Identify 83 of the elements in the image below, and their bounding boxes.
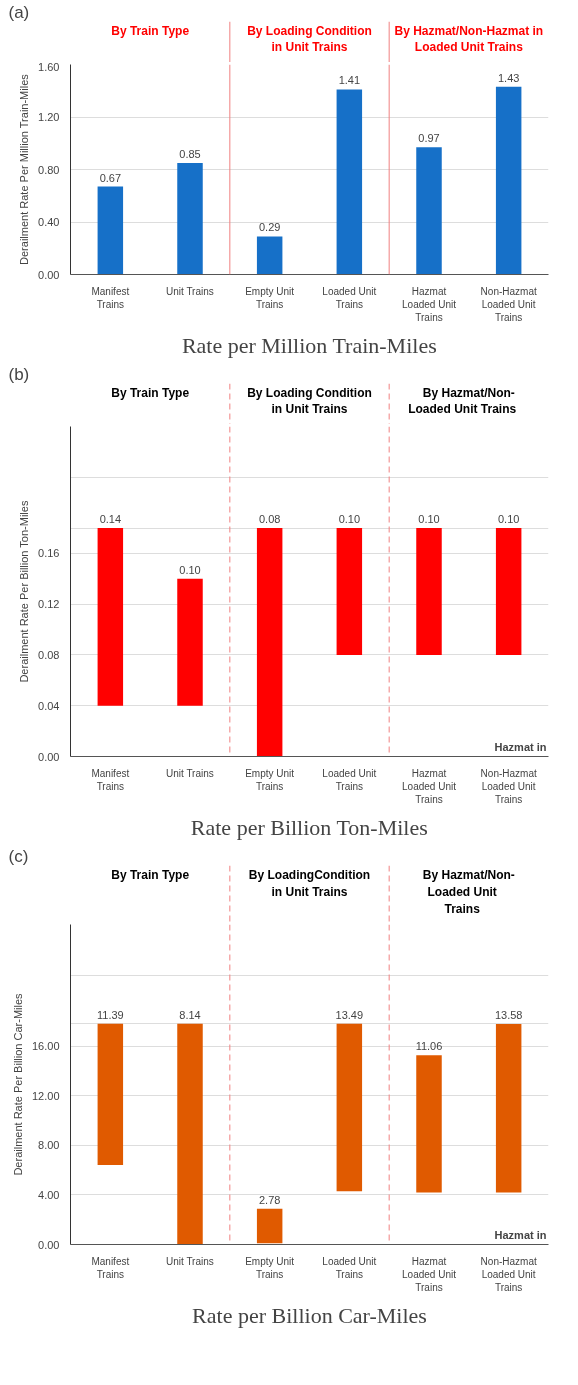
chart-subtitle: (a)	[8, 2, 30, 22]
data-label: 0.10	[338, 513, 361, 526]
y-tick-label: 0.80	[38, 163, 60, 176]
data-label: 0.29	[258, 221, 281, 234]
y-tick-label: 0.04	[38, 699, 60, 712]
y-axis-title: Derailment Rate Per Million Train-Miles	[18, 73, 31, 265]
data-label: 0.67	[99, 171, 122, 184]
x-tick-label: Unit Trains	[166, 285, 214, 297]
bar	[177, 162, 203, 275]
annotation: Hazmat in	[494, 740, 547, 753]
bar	[256, 1208, 283, 1244]
bar	[97, 186, 124, 275]
data-label: 13.58	[494, 1008, 523, 1021]
data-label: 13.49	[335, 1008, 364, 1021]
y-tick-label: 16.00	[31, 1040, 60, 1053]
data-label: 0.10	[179, 563, 201, 576]
text: By Loading Condition in Unit Trains	[247, 385, 372, 417]
y-axis-title: Derailment Rate Per Billion Ton-Miles	[18, 500, 31, 683]
x-tick-label: Unit Trains	[166, 767, 214, 779]
bar	[416, 1055, 442, 1193]
text: By Hazmat/Non- Loaded Unit Trains	[408, 385, 517, 417]
data-label: 0.14	[99, 513, 122, 526]
data-label: 1.41	[338, 74, 361, 87]
bar	[177, 1023, 203, 1245]
x-tick-label: Manifest Trains	[91, 285, 130, 310]
x-tick-label: Unit Trains	[166, 1255, 214, 1267]
x-tick-label: Loaded Unit Trains	[322, 1255, 377, 1280]
data-label: 0.97	[418, 132, 440, 145]
y-tick-label: 1.60	[38, 60, 60, 73]
y-tick-label: 0.00	[38, 1238, 60, 1251]
x-tick-label: Empty Unit Trains	[245, 1255, 295, 1280]
x-tick-label: Non-Hazmat Loaded Unit Trains	[480, 285, 537, 323]
text: By LoadingCondition in Unit Trains	[248, 868, 371, 900]
x-tick-label: Empty Unit Trains	[245, 285, 295, 310]
x-tick-label: Hazmat Loaded Unit Trains	[402, 767, 457, 805]
x-tick-label: Empty Unit Trains	[245, 767, 295, 792]
data-label: 0.10	[418, 513, 440, 526]
text: By Hazmat/Non- Loaded Unit Trains	[422, 868, 515, 916]
text: By Train Type	[111, 23, 190, 38]
text: Rate per Billion Car-Miles	[192, 1302, 427, 1328]
data-label: 0.85	[179, 147, 201, 160]
y-axis-title: Derailment Rate Per Billion Car-Miles	[11, 992, 24, 1176]
bar	[256, 236, 283, 275]
x-tick-label: Hazmat Loaded Unit Trains	[402, 285, 457, 323]
y-tick-label: 12.00	[31, 1089, 60, 1102]
data-label: 11.06	[415, 1040, 443, 1053]
text: By Hazmat/Non-Hazmat in Loaded Unit Trains	[394, 23, 544, 55]
y-tick-label: 0.40	[38, 216, 60, 228]
x-tick-label: Hazmat Loaded Unit Trains	[402, 1255, 457, 1293]
y-tick-label: 0.00	[38, 268, 60, 281]
text: By Train Type	[111, 385, 190, 400]
x-tick-label: Non-Hazmat Loaded Unit Trains	[480, 1255, 537, 1293]
bar	[97, 1023, 124, 1166]
data-label: 1.43	[497, 71, 520, 84]
y-tick-label: 1.20	[38, 111, 60, 123]
x-tick-label: Manifest Trains	[91, 767, 130, 792]
bar	[336, 89, 363, 275]
bar	[336, 1023, 363, 1192]
x-tick-label: Loaded Unit Trains	[322, 285, 377, 310]
chart-subtitle: (b)	[8, 364, 30, 384]
annotation: 0.08	[258, 513, 281, 526]
bar	[495, 86, 522, 275]
annotation: 8.14	[179, 1008, 201, 1021]
data-label: 11.39	[96, 1008, 124, 1021]
text: Rate per Million Train-Miles	[181, 332, 437, 358]
y-tick-label: 0.00	[38, 750, 60, 763]
bar	[416, 147, 442, 275]
x-tick-label: Manifest Trains	[91, 1255, 130, 1280]
x-tick-label: Non-Hazmat Loaded Unit Trains	[480, 767, 537, 805]
chart-subtitle: (c)	[8, 846, 29, 866]
y-tick-label: 4.00	[38, 1188, 60, 1201]
y-tick-label: 0.08	[38, 648, 60, 661]
x-tick-label: Loaded Unit Trains	[322, 767, 377, 792]
data-label: 2.78	[258, 1193, 281, 1206]
data-label: 0.10	[497, 513, 520, 526]
y-tick-label: 8.00	[38, 1139, 60, 1152]
y-tick-label: 0.16	[38, 547, 60, 560]
text: By Loading Condition in Unit Trains	[247, 23, 372, 55]
text: Rate per Billion Ton-Miles	[190, 814, 428, 840]
annotation: Hazmat in	[494, 1228, 547, 1241]
text: By Train Type	[111, 868, 190, 883]
bar	[495, 1023, 522, 1193]
y-tick-label: 0.12	[38, 598, 60, 611]
